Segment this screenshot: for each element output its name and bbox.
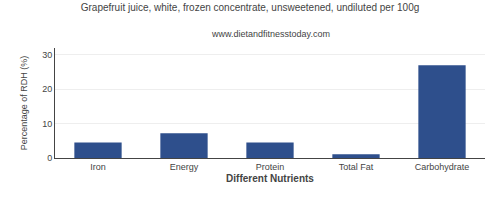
svg-text:10: 10 [42,119,52,129]
svg-text:Iron: Iron [90,162,106,172]
svg-text:Total Fat: Total Fat [339,162,374,172]
svg-text:Protein: Protein [256,162,285,172]
svg-text:20: 20 [42,84,52,94]
svg-text:Energy: Energy [170,162,199,172]
svg-text:Percentage of RDH (%): Percentage of RDH (%) [19,56,29,151]
svg-text:30: 30 [42,50,52,60]
svg-text:Grapefruit juice, white, froze: Grapefruit juice, white, frozen concentr… [81,2,420,13]
svg-text:0: 0 [47,153,52,163]
svg-text:www.dietandfitnesstoday.com: www.dietandfitnesstoday.com [211,29,330,39]
svg-text:Different Nutrients: Different Nutrients [226,173,314,184]
svg-text:Carbohydrate: Carbohydrate [415,162,470,172]
